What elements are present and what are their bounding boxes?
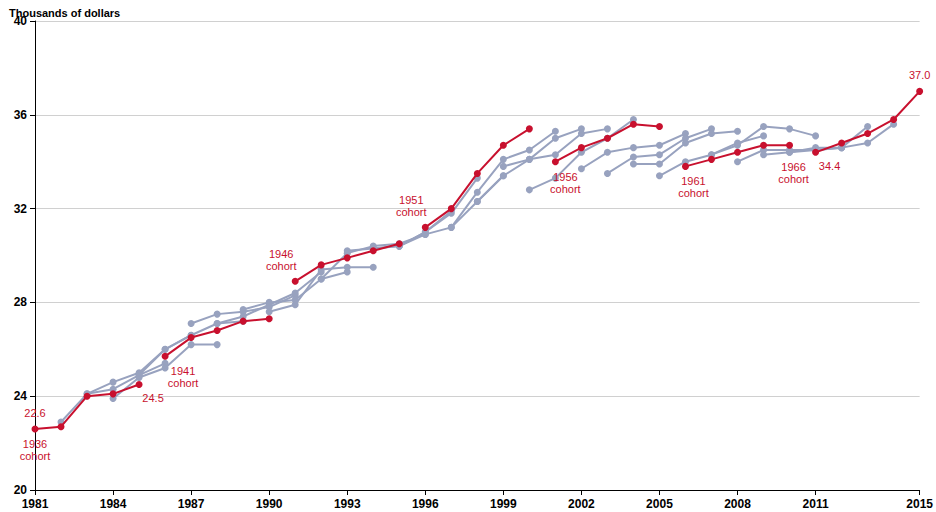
svg-text:2002: 2002 xyxy=(568,497,595,511)
svg-text:36: 36 xyxy=(14,108,28,122)
svg-text:37.0: 37.0 xyxy=(909,69,930,81)
svg-text:24: 24 xyxy=(14,389,28,403)
svg-text:Thousands of dollars: Thousands of dollars xyxy=(9,7,120,19)
svg-text:cohort: cohort xyxy=(778,173,809,185)
svg-text:1956: 1956 xyxy=(553,171,577,183)
svg-text:32: 32 xyxy=(14,202,28,216)
svg-text:2005: 2005 xyxy=(646,497,673,511)
svg-text:40: 40 xyxy=(13,14,27,28)
svg-text:1966: 1966 xyxy=(781,161,805,173)
svg-text:cohort: cohort xyxy=(168,377,199,389)
svg-text:1984: 1984 xyxy=(100,497,127,511)
svg-text:1946: 1946 xyxy=(269,248,293,260)
svg-text:1999: 1999 xyxy=(490,497,517,511)
svg-text:cohort: cohort xyxy=(396,206,427,218)
svg-text:1951: 1951 xyxy=(399,194,423,206)
svg-text:24.5: 24.5 xyxy=(142,392,163,404)
svg-text:cohort: cohort xyxy=(266,260,297,272)
svg-text:28: 28 xyxy=(14,295,28,309)
svg-text:cohort: cohort xyxy=(550,183,581,195)
svg-text:1993: 1993 xyxy=(334,497,361,511)
svg-text:1961: 1961 xyxy=(681,175,705,187)
svg-text:cohort: cohort xyxy=(678,187,709,199)
svg-text:20: 20 xyxy=(14,483,28,497)
svg-text:cohort: cohort xyxy=(20,450,51,462)
svg-text:2008: 2008 xyxy=(724,497,751,511)
svg-text:1987: 1987 xyxy=(178,497,205,511)
svg-text:1981: 1981 xyxy=(22,497,49,511)
svg-text:34.4: 34.4 xyxy=(819,160,840,172)
svg-text:2011: 2011 xyxy=(803,497,829,511)
svg-text:1941: 1941 xyxy=(171,365,195,377)
svg-text:22.6: 22.6 xyxy=(24,407,45,419)
svg-text:1936: 1936 xyxy=(23,438,47,450)
svg-text:1990: 1990 xyxy=(256,497,283,511)
svg-text:2015: 2015 xyxy=(906,497,933,511)
svg-text:1996: 1996 xyxy=(412,497,439,511)
